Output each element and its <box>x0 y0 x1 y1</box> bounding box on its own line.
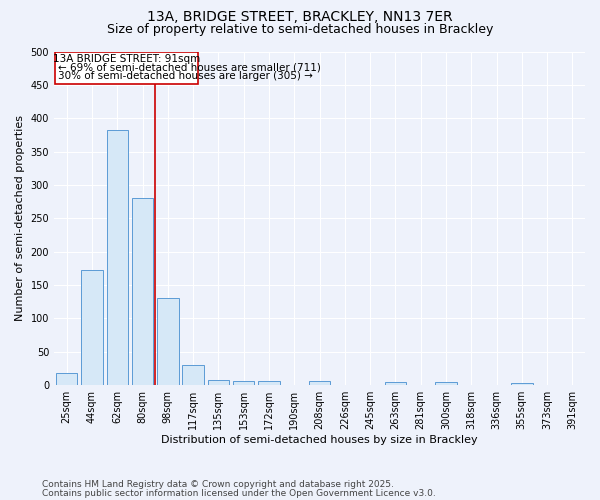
Bar <box>208 380 229 385</box>
Bar <box>107 130 128 385</box>
Text: 13A, BRIDGE STREET, BRACKLEY, NN13 7ER: 13A, BRIDGE STREET, BRACKLEY, NN13 7ER <box>147 10 453 24</box>
Bar <box>132 198 153 385</box>
Bar <box>258 381 280 385</box>
Text: ← 69% of semi-detached houses are smaller (711): ← 69% of semi-detached houses are smalle… <box>58 62 321 72</box>
Bar <box>157 298 179 385</box>
Bar <box>233 381 254 385</box>
X-axis label: Distribution of semi-detached houses by size in Brackley: Distribution of semi-detached houses by … <box>161 435 478 445</box>
Bar <box>511 382 533 385</box>
Y-axis label: Number of semi-detached properties: Number of semi-detached properties <box>15 116 25 322</box>
Bar <box>182 365 204 385</box>
Text: Size of property relative to semi-detached houses in Brackley: Size of property relative to semi-detach… <box>107 22 493 36</box>
Text: 30% of semi-detached houses are larger (305) →: 30% of semi-detached houses are larger (… <box>58 71 313 81</box>
Bar <box>81 270 103 385</box>
Text: Contains public sector information licensed under the Open Government Licence v3: Contains public sector information licen… <box>42 490 436 498</box>
Bar <box>56 373 77 385</box>
Bar <box>309 381 330 385</box>
Text: Contains HM Land Registry data © Crown copyright and database right 2025.: Contains HM Land Registry data © Crown c… <box>42 480 394 489</box>
Text: 13A BRIDGE STREET: 91sqm: 13A BRIDGE STREET: 91sqm <box>53 54 200 64</box>
Bar <box>385 382 406 385</box>
Bar <box>435 382 457 385</box>
FancyBboxPatch shape <box>55 52 198 84</box>
